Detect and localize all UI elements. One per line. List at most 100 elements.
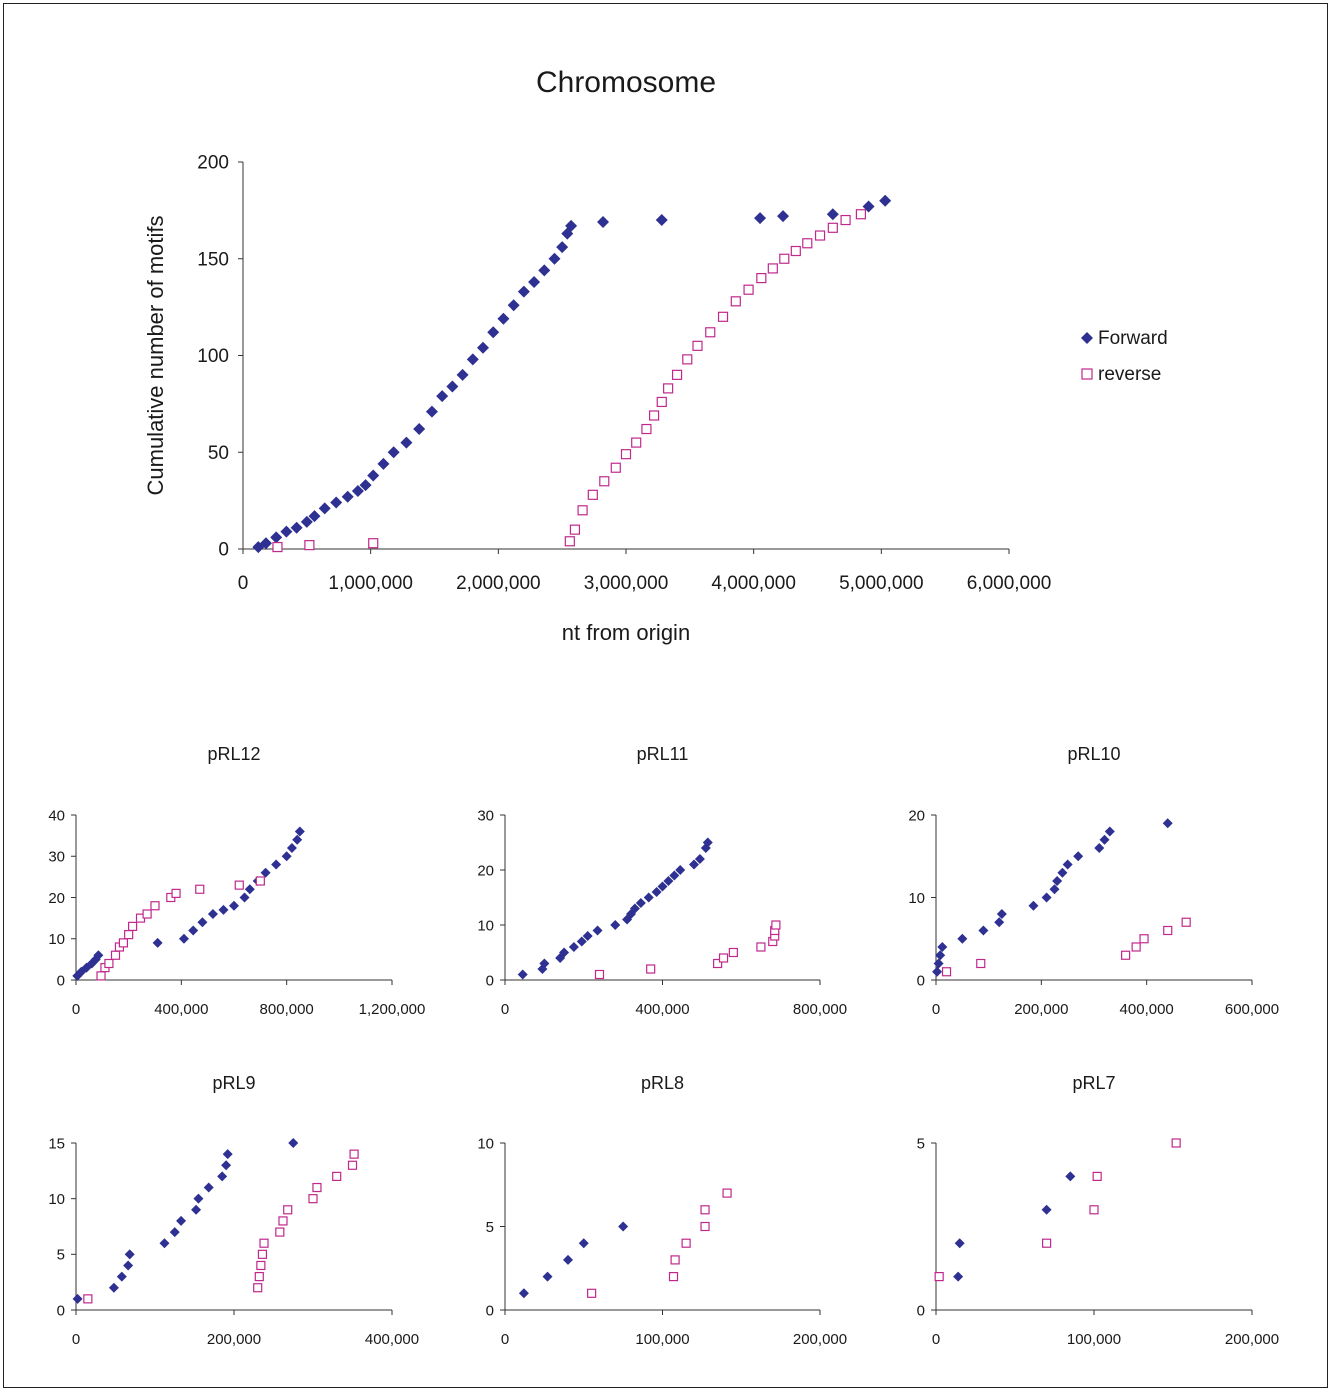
forward-point xyxy=(341,490,354,503)
forward-point xyxy=(477,341,490,354)
reverse-point xyxy=(577,505,588,516)
reverse-point xyxy=(587,1288,597,1298)
forward-point xyxy=(259,537,272,550)
x-tick-label: 0 xyxy=(501,1331,509,1348)
reverse-point xyxy=(976,958,986,969)
y-tick-label: 10 xyxy=(908,890,925,907)
forward-point xyxy=(507,299,520,312)
forward-point xyxy=(1073,851,1084,862)
forward-point xyxy=(694,854,705,864)
forward-point xyxy=(260,867,271,878)
chart-panel: Chromosome 0 1,000,000 2,000,000 3,000,000 4,… xyxy=(143,66,1051,645)
reverse-point xyxy=(1089,1205,1099,1215)
forward-point xyxy=(933,958,944,969)
reverse-point xyxy=(124,930,134,940)
forward-point xyxy=(777,210,790,223)
forward-point xyxy=(610,920,621,930)
x-tick-label: 400,000 xyxy=(1120,1001,1174,1018)
forward-point xyxy=(954,1238,965,1249)
forward-point xyxy=(556,241,569,254)
x-tick-label: 100,000 xyxy=(635,1331,689,1348)
forward-point xyxy=(456,368,469,381)
forward-point xyxy=(288,1138,299,1148)
forward-point xyxy=(300,515,313,528)
reverse-point xyxy=(756,273,767,284)
reverse-point xyxy=(312,1182,322,1193)
forward-point xyxy=(538,264,551,277)
x-tick-label: 1,200,000 xyxy=(359,1001,426,1018)
forward-point xyxy=(116,1271,127,1282)
reverse-point xyxy=(771,920,781,930)
y-tick-label: 100 xyxy=(197,346,229,367)
forward-point xyxy=(754,212,767,225)
forward-point xyxy=(290,521,303,534)
y-tick-label: 0 xyxy=(486,972,494,989)
reverse-point xyxy=(254,1271,264,1282)
forward-point xyxy=(108,1282,119,1293)
x-tick-label: 0 xyxy=(238,573,249,594)
reverse-point xyxy=(171,888,181,898)
reverse-point xyxy=(728,947,738,958)
reverse-point xyxy=(118,938,129,948)
y-tick-label: 5 xyxy=(57,1247,65,1264)
x-tick-label: 400,000 xyxy=(154,1001,208,1018)
forward-point xyxy=(191,1204,202,1215)
forward-point xyxy=(576,936,587,947)
legend: Forward reverse xyxy=(1081,328,1168,385)
chart-title: pRL11 xyxy=(637,744,689,764)
reverse-point xyxy=(700,1221,710,1232)
forward-point xyxy=(597,215,610,228)
reverse-point xyxy=(564,536,575,547)
forward-point xyxy=(308,510,321,523)
reverse-point xyxy=(368,538,379,549)
reverse-point xyxy=(700,1205,710,1215)
forward-point xyxy=(618,1221,629,1232)
x-tick-label: 200,000 xyxy=(1014,1001,1068,1018)
reverse-point xyxy=(671,369,683,380)
reverse-point xyxy=(308,1194,318,1204)
forward-point xyxy=(663,876,674,886)
forward-point xyxy=(518,1288,529,1299)
reverse-point xyxy=(717,311,729,322)
y-tick-label: 0 xyxy=(57,972,65,989)
forward-point xyxy=(592,925,603,936)
reverse-point xyxy=(1131,942,1141,952)
x-axis-label: nt from origin xyxy=(562,620,690,645)
forward-point xyxy=(994,917,1005,928)
reverse-point xyxy=(767,263,778,274)
forward-point xyxy=(957,933,968,944)
forward-point xyxy=(330,496,343,509)
y-tick-label: 10 xyxy=(477,917,494,934)
legend-forward-label: Forward xyxy=(1098,328,1168,349)
forward-point xyxy=(446,380,459,393)
forward-point xyxy=(635,898,646,908)
forward-point xyxy=(1104,826,1115,837)
forward-point xyxy=(239,892,250,903)
reverse-point xyxy=(304,540,315,551)
y-tick-label: 5 xyxy=(486,1219,494,1236)
reverse-point xyxy=(110,950,121,960)
reverse-point xyxy=(790,245,801,257)
forward-point xyxy=(548,252,561,265)
forward-point xyxy=(689,859,699,870)
y-tick-label: 0 xyxy=(57,1302,65,1319)
chart-panel: pRL12 0 400,000 800,000 1,200,000 0 10 20 30 40 xyxy=(48,744,425,1018)
forward-point xyxy=(629,903,640,914)
y-tick-label: 0 xyxy=(218,540,229,561)
reverse-point xyxy=(705,327,716,338)
forward-point xyxy=(123,1260,134,1271)
y-tick-label: 20 xyxy=(48,890,65,907)
x-tick-label: 0 xyxy=(501,1001,509,1018)
forward-point xyxy=(643,892,654,903)
x-tick-label: 400,000 xyxy=(635,1001,689,1018)
forward-point xyxy=(413,423,426,436)
forward-point xyxy=(996,909,1007,919)
reverse-point xyxy=(743,284,754,295)
y-tick-label: 0 xyxy=(917,1302,925,1319)
forward-point xyxy=(218,904,229,915)
forward-point xyxy=(528,275,541,288)
forward-point xyxy=(565,219,578,232)
forward-point xyxy=(1162,818,1173,829)
x-tick-label: 1,000,000 xyxy=(328,573,413,594)
